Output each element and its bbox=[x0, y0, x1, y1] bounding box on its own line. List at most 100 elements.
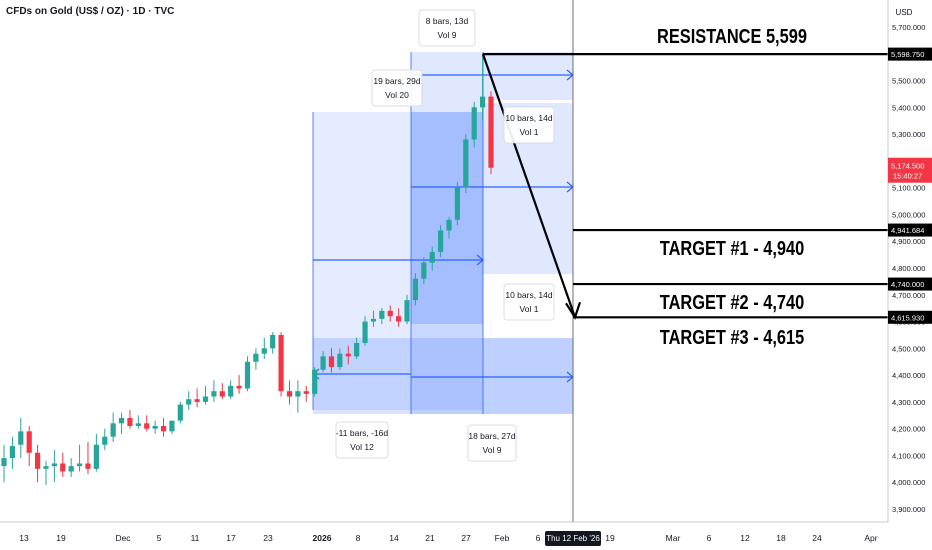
candle bbox=[127, 417, 133, 426]
candle bbox=[421, 262, 427, 279]
price-tick: 5,300.000 bbox=[892, 130, 925, 139]
price-label: 4,941.684 bbox=[891, 226, 924, 235]
candle bbox=[110, 423, 116, 437]
candle bbox=[26, 431, 32, 453]
measure-label-line2: Vol 1 bbox=[520, 127, 539, 137]
measure-label-bg bbox=[503, 106, 555, 144]
candle bbox=[471, 107, 477, 140]
candle bbox=[404, 300, 410, 322]
projection-arrowhead bbox=[565, 301, 582, 320]
candle bbox=[379, 310, 385, 319]
time-tick: Dec bbox=[115, 533, 131, 543]
candle bbox=[261, 348, 267, 354]
time-tick: 17 bbox=[226, 533, 236, 543]
candle bbox=[169, 420, 175, 432]
time-tick: 27 bbox=[461, 533, 471, 543]
price-tick: 5,000.000 bbox=[892, 210, 925, 219]
measure-label-line2: Vol 9 bbox=[438, 30, 457, 40]
candle bbox=[303, 391, 309, 394]
measure-arrowhead-2 bbox=[476, 254, 484, 266]
candle bbox=[429, 251, 435, 263]
candle bbox=[396, 316, 402, 322]
chart-title: CFDs on Gold (US$ / OZ) · 1D · TVC bbox=[6, 6, 175, 17]
box-gap-upper bbox=[483, 100, 573, 103]
measure-label-bg bbox=[371, 69, 423, 107]
measure-label-line1: -11 bars, -16d bbox=[336, 428, 389, 438]
measure-label-line2: Vol 12 bbox=[350, 442, 374, 452]
price-tick: 4,900.000 bbox=[892, 237, 925, 246]
time-tick: 23 bbox=[263, 533, 273, 543]
candle bbox=[118, 417, 125, 424]
candle bbox=[438, 230, 444, 252]
time-tick: 12 bbox=[740, 533, 750, 543]
time-tick: Feb bbox=[495, 533, 510, 543]
candle bbox=[228, 385, 234, 397]
measure-label-bg bbox=[418, 9, 476, 47]
price-tick: 4,700.000 bbox=[892, 291, 925, 300]
price-label-bg bbox=[888, 310, 932, 324]
candle bbox=[412, 278, 419, 301]
candle bbox=[211, 391, 217, 397]
price-tick: 4,000.000 bbox=[892, 478, 925, 487]
candle bbox=[1, 458, 7, 467]
price-label-bg bbox=[888, 47, 932, 61]
price-tick: 4,300.000 bbox=[892, 398, 925, 407]
measure-label-line1: 18 bars, 27d bbox=[468, 431, 516, 441]
time-highlight-label: Thu 12 Feb '26 bbox=[546, 534, 600, 543]
candle bbox=[177, 404, 183, 421]
measure-label-0: 8 bars, 13d Vol 9 bbox=[418, 9, 476, 47]
candle bbox=[102, 436, 108, 445]
time-tick: 2026 bbox=[313, 533, 332, 543]
price-tick: 5,100.000 bbox=[892, 184, 925, 193]
candle bbox=[135, 423, 141, 426]
candle bbox=[60, 463, 66, 472]
current-price-value: 5,174.500 bbox=[891, 162, 924, 171]
candle bbox=[320, 356, 326, 370]
time-tick: 21 bbox=[425, 533, 435, 543]
time-tick: 18 bbox=[776, 533, 786, 543]
currency-label: USD bbox=[896, 8, 913, 17]
target3-label: TARGET #3 - 4,615 bbox=[660, 325, 804, 348]
candle bbox=[337, 353, 343, 368]
candle bbox=[186, 399, 192, 405]
price-tick: 3,900.000 bbox=[892, 505, 925, 514]
projection-arrow bbox=[481, 53, 577, 318]
resistance-label: RESISTANCE 5,599 bbox=[657, 24, 807, 47]
measure-label-2: 10 bars, 14d Vol 1 bbox=[503, 106, 555, 144]
current-price-countdown: 15:40:27 bbox=[893, 172, 922, 181]
measure-label-line1: 19 bars, 29d bbox=[373, 76, 421, 86]
time-highlight-bg bbox=[545, 531, 601, 546]
candle bbox=[488, 96, 494, 168]
time-tick: 6 bbox=[707, 533, 712, 543]
time-tick: 24 bbox=[812, 533, 822, 543]
measure-label-bg bbox=[503, 283, 555, 321]
candle bbox=[370, 318, 377, 322]
price-tick: 4,500.000 bbox=[892, 344, 925, 353]
price-tick: 5,400.000 bbox=[892, 103, 925, 112]
candle bbox=[354, 342, 360, 357]
candle bbox=[463, 139, 469, 188]
candle bbox=[93, 444, 99, 469]
measure-label-1: 19 bars, 29d Vol 20 bbox=[371, 69, 423, 107]
candle bbox=[446, 219, 452, 231]
candle bbox=[152, 425, 158, 429]
candle bbox=[144, 423, 150, 429]
price-label: 4,740.000 bbox=[891, 280, 924, 289]
candle bbox=[9, 446, 15, 459]
time-tick: 13 bbox=[19, 533, 29, 543]
candle bbox=[345, 353, 351, 357]
time-tick: 5 bbox=[157, 533, 162, 543]
measure-label-4: -11 bars, -16d Vol 12 bbox=[335, 421, 389, 459]
measure-label-line1: 10 bars, 14d bbox=[505, 113, 553, 123]
price-tick: 4,200.000 bbox=[892, 425, 925, 434]
candle bbox=[278, 334, 284, 392]
candle bbox=[253, 353, 259, 362]
measure-label-bg bbox=[335, 421, 389, 459]
price-tick: 4,800.000 bbox=[892, 264, 925, 273]
candle bbox=[68, 466, 74, 472]
target2-label: TARGET #2 - 4,740 bbox=[660, 290, 804, 313]
candle bbox=[43, 466, 49, 469]
